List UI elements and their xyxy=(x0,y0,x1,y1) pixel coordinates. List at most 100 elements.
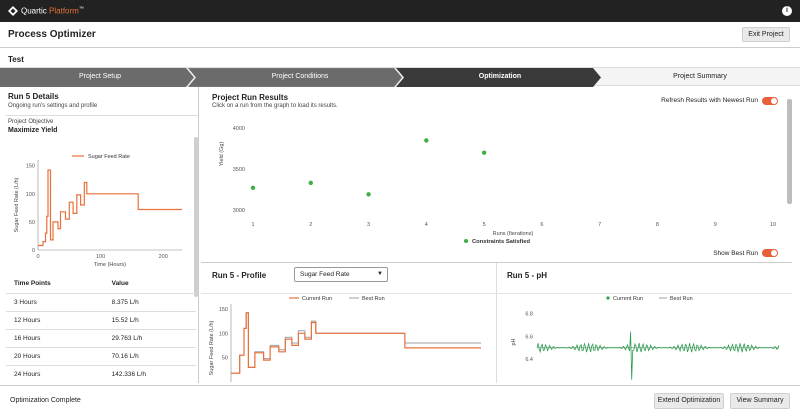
scatter-point xyxy=(481,150,487,155)
value-cell: 29.763 L/h xyxy=(103,329,196,348)
profile-variable-select[interactable]: Sugar Feed Rate ▼ xyxy=(294,267,388,282)
y-axis-label: Yield (Gg) xyxy=(219,142,225,167)
table-row: 3 Hours 8.375 L/h xyxy=(6,293,196,312)
divider xyxy=(201,262,792,263)
run-details-title: Run 5 Details xyxy=(8,92,59,101)
extend-optimization-button[interactable]: Extend Optimization xyxy=(654,393,724,409)
table-row: 16 Hours 29.763 L/h xyxy=(6,329,196,348)
time-points-table: Time Points Value 3 Hours 8.375 L/h 12 Ho… xyxy=(6,275,196,383)
scatter-point xyxy=(308,180,313,186)
x-tick-label: 4 xyxy=(425,222,428,228)
y-axis-label: pH xyxy=(511,338,517,345)
step-shape-setup[interactable] xyxy=(0,68,194,87)
x-axis-label: Runs (Iterations) xyxy=(493,231,534,237)
step-project-conditions[interactable]: Project Conditions xyxy=(271,73,329,80)
refresh-results-label: Refresh Results with Newest Run xyxy=(661,97,758,104)
step-project-setup[interactable]: Project Setup xyxy=(78,73,122,80)
run-details-panel: Run 5 Details Ongoing run's settings and… xyxy=(6,87,199,383)
show-best-run-toggle[interactable] xyxy=(762,249,778,257)
brand-word: Quartic xyxy=(21,6,47,16)
ph-title: Run 5 - pH xyxy=(507,271,547,280)
scatter-point xyxy=(424,138,429,143)
legend-label: Constraints Satisfied xyxy=(472,239,530,245)
y-tick-label: 150 xyxy=(219,307,228,313)
table-row: 12 Hours 15.52 L/h xyxy=(6,311,196,330)
y-tick-label: 3000 xyxy=(233,208,245,214)
legend-label-best: Best Run xyxy=(670,296,693,302)
objective-value: Maximize Yield xyxy=(8,127,58,134)
refresh-results-toggle[interactable] xyxy=(762,97,778,105)
y-axis-label: Sugar Feed Rate (L/h) xyxy=(14,177,20,232)
x-tick-label: 3 xyxy=(367,222,370,228)
x-tick-label: 2 xyxy=(309,222,312,228)
status-text: Optimization Complete xyxy=(10,397,81,404)
results-subtitle: Click on a run from the graph to load it… xyxy=(212,103,338,109)
x-tick-label: 200 xyxy=(159,254,168,260)
divider xyxy=(496,263,497,383)
page-header: Process Optimizer Exit Project xyxy=(0,22,800,48)
scatter-point xyxy=(250,185,256,190)
time-cell: 20 Hours xyxy=(6,347,104,366)
series-line-current-run xyxy=(536,331,780,380)
y-tick-label: 6.4 xyxy=(525,357,533,363)
y-tick-label: 4000 xyxy=(233,126,245,132)
series-line-sugar-feed-rate xyxy=(38,169,182,247)
step-optimization[interactable]: Optimization xyxy=(478,73,522,80)
y-tick-label: 50 xyxy=(29,220,35,226)
step-project-summary[interactable]: Project Summary xyxy=(673,73,727,80)
legend-label: Sugar Feed Rate xyxy=(88,154,130,160)
time-cell: 16 Hours xyxy=(6,329,104,348)
value-cell: 8.375 L/h xyxy=(103,293,196,312)
y-tick-label: 100 xyxy=(219,331,228,337)
y-tick-label: 3500 xyxy=(233,167,245,173)
time-cell: 3 Hours xyxy=(6,293,104,312)
quartic-logo-icon xyxy=(8,6,18,16)
x-tick-label: 10 xyxy=(770,222,776,228)
time-cell: 24 Hours xyxy=(6,365,104,383)
scatter-point xyxy=(366,192,371,197)
value-cell: 15.52 L/h xyxy=(103,311,196,330)
time-cell: 12 Hours xyxy=(6,311,104,330)
legend-label-best: Best Run xyxy=(362,296,385,302)
x-tick-label: 6 xyxy=(540,222,543,228)
divider xyxy=(201,293,792,294)
x-axis-label: Time (Hours) xyxy=(94,262,126,267)
y-tick-label: 100 xyxy=(26,192,35,198)
value-cell: 142.336 L/h xyxy=(103,365,196,383)
legend-swatch-current xyxy=(606,296,610,300)
brand-trademark: ™ xyxy=(78,6,84,12)
show-best-run-label: Show Best Run xyxy=(713,250,758,257)
info-icon[interactable]: i xyxy=(782,6,792,16)
brand-name: Quartic Platform™ xyxy=(21,6,84,16)
y-tick-label: 6.6 xyxy=(525,334,533,340)
right-scrollbar[interactable] xyxy=(787,99,792,204)
table-header-row: Time Points Value xyxy=(6,275,196,294)
step-shape-optimization[interactable] xyxy=(396,68,601,87)
x-tick-label: 8 xyxy=(656,222,659,228)
left-scrollbar[interactable] xyxy=(194,137,198,297)
footer: Optimization Complete Extend Optimizatio… xyxy=(0,385,800,417)
x-tick-label: 9 xyxy=(714,222,717,228)
step-shape-conditions[interactable] xyxy=(187,68,403,87)
results-title: Project Run Results xyxy=(212,93,289,102)
view-summary-button[interactable]: View Summary xyxy=(730,393,790,409)
series-line-best-run xyxy=(231,312,481,374)
series-line-current-run xyxy=(231,312,481,374)
x-tick-label: 5 xyxy=(483,222,486,228)
divider xyxy=(6,115,198,116)
exit-project-button[interactable]: Exit Project xyxy=(742,27,790,42)
y-tick-label: 0 xyxy=(32,248,35,254)
table-row: 24 Hours 142.336 L/h xyxy=(6,365,196,383)
y-tick-label: 150 xyxy=(26,164,35,170)
progress-stepper: Project Setup Project Conditions Optimiz… xyxy=(0,67,800,87)
legend-swatch xyxy=(464,239,468,243)
results-panel: Project Run Results Click on a run from … xyxy=(201,87,792,383)
x-tick-label: 100 xyxy=(96,254,105,260)
chevron-down-icon: ▼ xyxy=(377,271,383,277)
x-tick-label: 1 xyxy=(251,222,254,228)
legend-label-current: Current Run xyxy=(613,296,643,302)
y-tick-label: 50 xyxy=(222,356,228,362)
profile-select-value: Sugar Feed Rate xyxy=(300,271,350,278)
run5-ph-chart: 6.4 6.6 6.8 pH Current Run Best Run xyxy=(511,296,780,380)
objective-label: Project Objective xyxy=(8,119,54,125)
